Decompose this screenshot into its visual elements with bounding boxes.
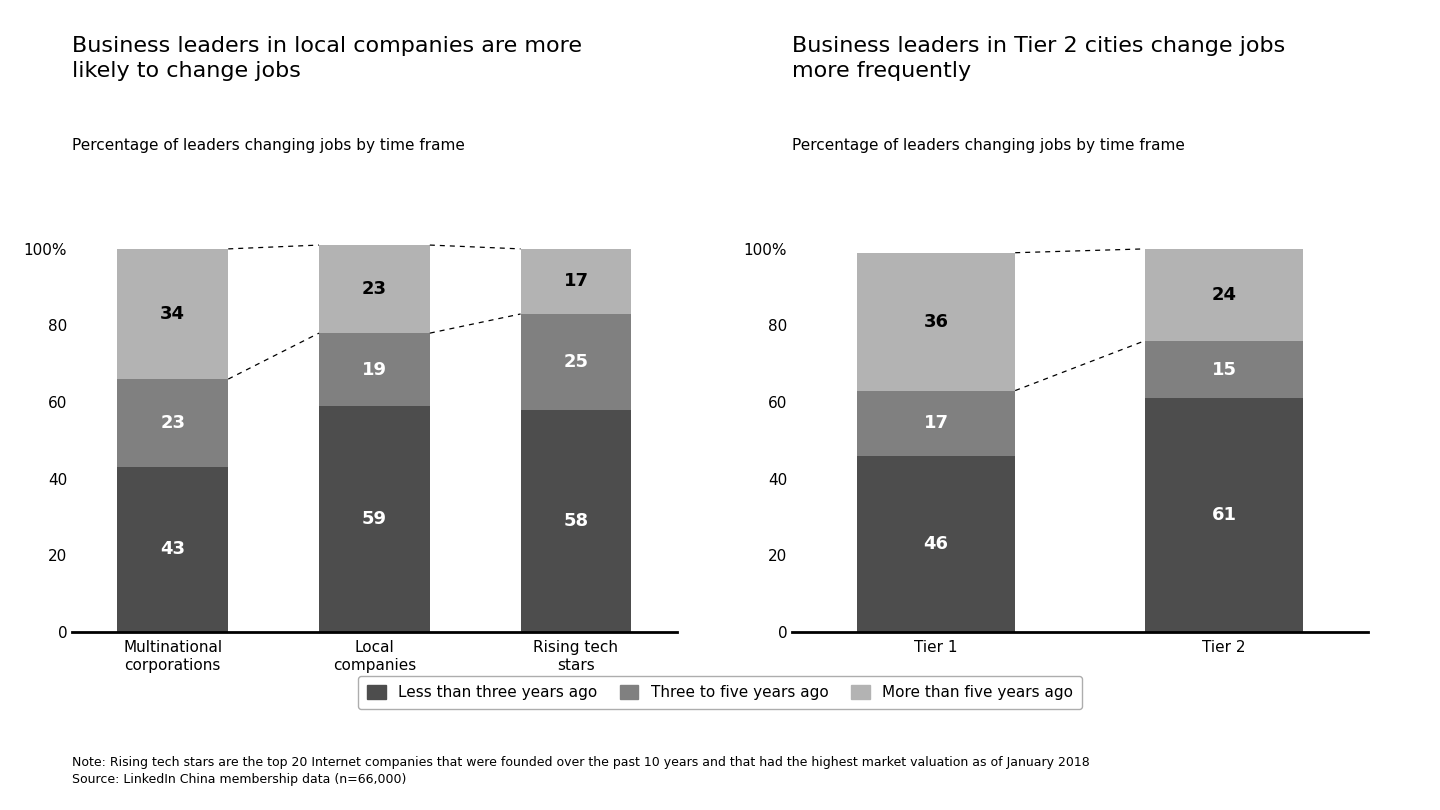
Bar (857, 253, 1015, 390)
Bar (117, 467, 228, 632)
Bar (117, 379, 228, 467)
Text: 19: 19 (361, 360, 387, 378)
Text: 17: 17 (563, 272, 589, 291)
Text: Business leaders in Tier 2 cities change jobs
more frequently: Business leaders in Tier 2 cities change… (792, 36, 1286, 81)
Text: 15: 15 (1211, 360, 1237, 378)
Text: Percentage of leaders changing jobs by time frame: Percentage of leaders changing jobs by t… (72, 138, 465, 153)
Bar (521, 410, 631, 632)
Bar (318, 333, 429, 406)
Bar (521, 249, 631, 314)
Text: 46: 46 (923, 535, 949, 552)
Text: 17: 17 (923, 414, 949, 432)
Bar (857, 390, 1015, 456)
Text: 23: 23 (160, 414, 186, 432)
Text: 58: 58 (563, 512, 589, 530)
Bar (857, 456, 1015, 632)
Text: Business leaders in local companies are more
likely to change jobs: Business leaders in local companies are … (72, 36, 582, 81)
Text: 34: 34 (160, 305, 186, 323)
Legend: Less than three years ago, Three to five years ago, More than five years ago: Less than three years ago, Three to five… (359, 676, 1081, 710)
Text: 24: 24 (1211, 286, 1237, 304)
Text: 43: 43 (160, 540, 186, 558)
Text: 23: 23 (361, 280, 387, 298)
Bar (521, 314, 631, 410)
Text: 59: 59 (361, 509, 387, 528)
Bar (318, 245, 429, 333)
Bar (1145, 399, 1303, 632)
Text: 36: 36 (923, 313, 949, 330)
Text: Percentage of leaders changing jobs by time frame: Percentage of leaders changing jobs by t… (792, 138, 1185, 153)
Bar (117, 249, 228, 379)
Text: 61: 61 (1211, 506, 1237, 524)
Bar (318, 406, 429, 632)
Text: Note: Rising tech stars are the top 20 Internet companies that were founded over: Note: Rising tech stars are the top 20 I… (72, 756, 1090, 786)
Text: 25: 25 (563, 353, 589, 371)
Bar (1145, 249, 1303, 341)
Bar (1145, 341, 1303, 399)
